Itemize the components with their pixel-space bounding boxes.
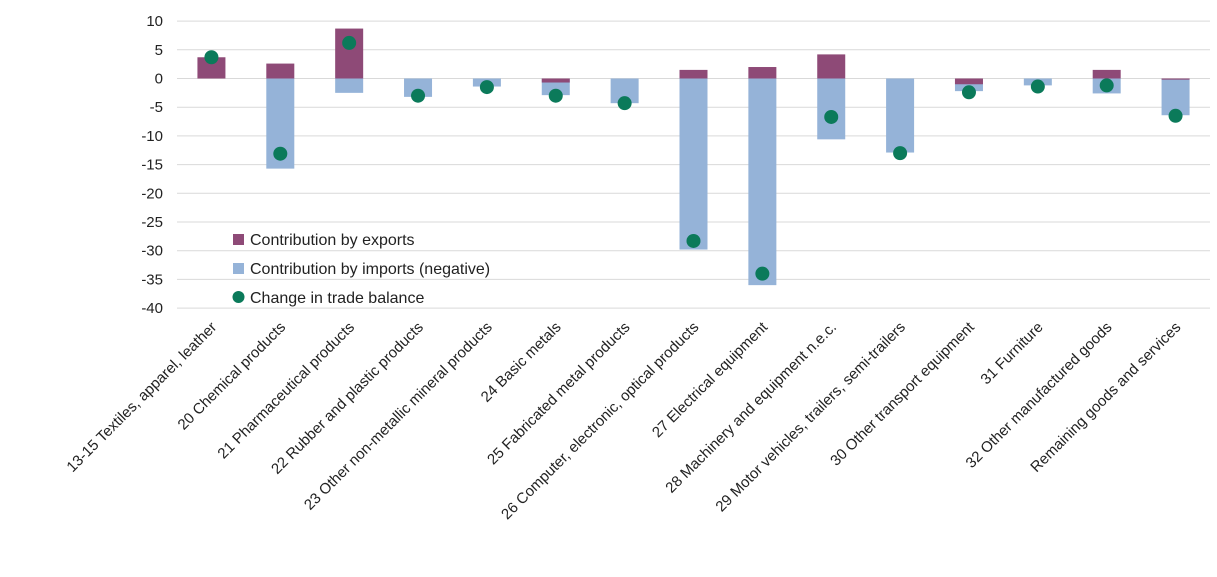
bar-exports (954, 78, 983, 85)
y-tick-label: -20 (141, 185, 163, 202)
bar-imports (679, 78, 708, 250)
bar-exports (1092, 69, 1121, 79)
legend-balance-label: Change in trade balance (250, 290, 424, 307)
bar-imports (886, 78, 915, 153)
balance-point (548, 88, 563, 103)
balance-point (755, 266, 770, 281)
balance-point (617, 96, 632, 111)
balance-points (204, 35, 1183, 281)
legend: Contribution by exports Contribution by … (232, 232, 490, 307)
balance-point (342, 35, 357, 50)
bar-exports (541, 78, 570, 83)
bar-exports (679, 69, 708, 79)
y-tick-label: -30 (141, 243, 163, 260)
bar-exports (197, 57, 226, 79)
balance-point (273, 146, 288, 161)
legend-imports-label: Contribution by imports (negative) (250, 261, 490, 278)
x-category-label: 27 Electrical equipment (649, 318, 772, 441)
legend-exports-swatch (233, 234, 244, 245)
legend-imports-swatch (233, 263, 244, 274)
x-category-label: 30 Other transport equipment (827, 318, 978, 469)
balance-point (1099, 78, 1114, 93)
y-tick-label: 10 (146, 13, 163, 30)
balance-point (479, 80, 494, 95)
y-tick-label: -5 (150, 99, 163, 116)
y-tick-label: -25 (141, 214, 163, 231)
y-axis-ticks: 10 5 0 -5 -10 -15 -20 -25 -30 -35 -40 (141, 13, 163, 317)
balance-point (893, 146, 908, 161)
bar-imports (748, 78, 777, 286)
legend-exports-label: Contribution by exports (250, 232, 415, 249)
bars (197, 28, 1190, 286)
bar-exports (1161, 78, 1190, 80)
bar-imports (404, 78, 433, 97)
y-tick-label: -10 (141, 128, 163, 145)
y-tick-label: -35 (141, 271, 163, 288)
balance-point (411, 88, 426, 103)
balance-point (1030, 79, 1045, 94)
x-category-label: 32 Other manufactured goods (963, 319, 1116, 472)
bar-exports (817, 54, 846, 79)
balance-point (824, 109, 839, 124)
x-category-label: 25 Fabricated metal products (484, 319, 633, 468)
x-category-label: 31 Furniture (977, 319, 1046, 388)
x-category-label: Remaining goods and services (1027, 319, 1184, 476)
y-tick-label: 5 (155, 42, 163, 59)
balance-point (961, 85, 976, 100)
bar-imports (541, 78, 570, 96)
y-tick-label: -15 (141, 157, 163, 174)
bar-imports (335, 78, 364, 93)
bar-exports (748, 67, 777, 79)
balance-point (204, 50, 219, 65)
y-tick-label: -40 (141, 300, 163, 317)
y-tick-label: 0 (155, 71, 163, 88)
bar-imports (817, 78, 846, 140)
x-category-label: 21 Pharmaceutical products (214, 319, 357, 462)
balance-point (686, 233, 701, 248)
legend-balance-swatch (232, 291, 245, 303)
x-category-label: 13-15 Textiles, apparel, leather (63, 319, 220, 476)
balance-point (1168, 108, 1183, 123)
bar-exports (266, 63, 295, 79)
